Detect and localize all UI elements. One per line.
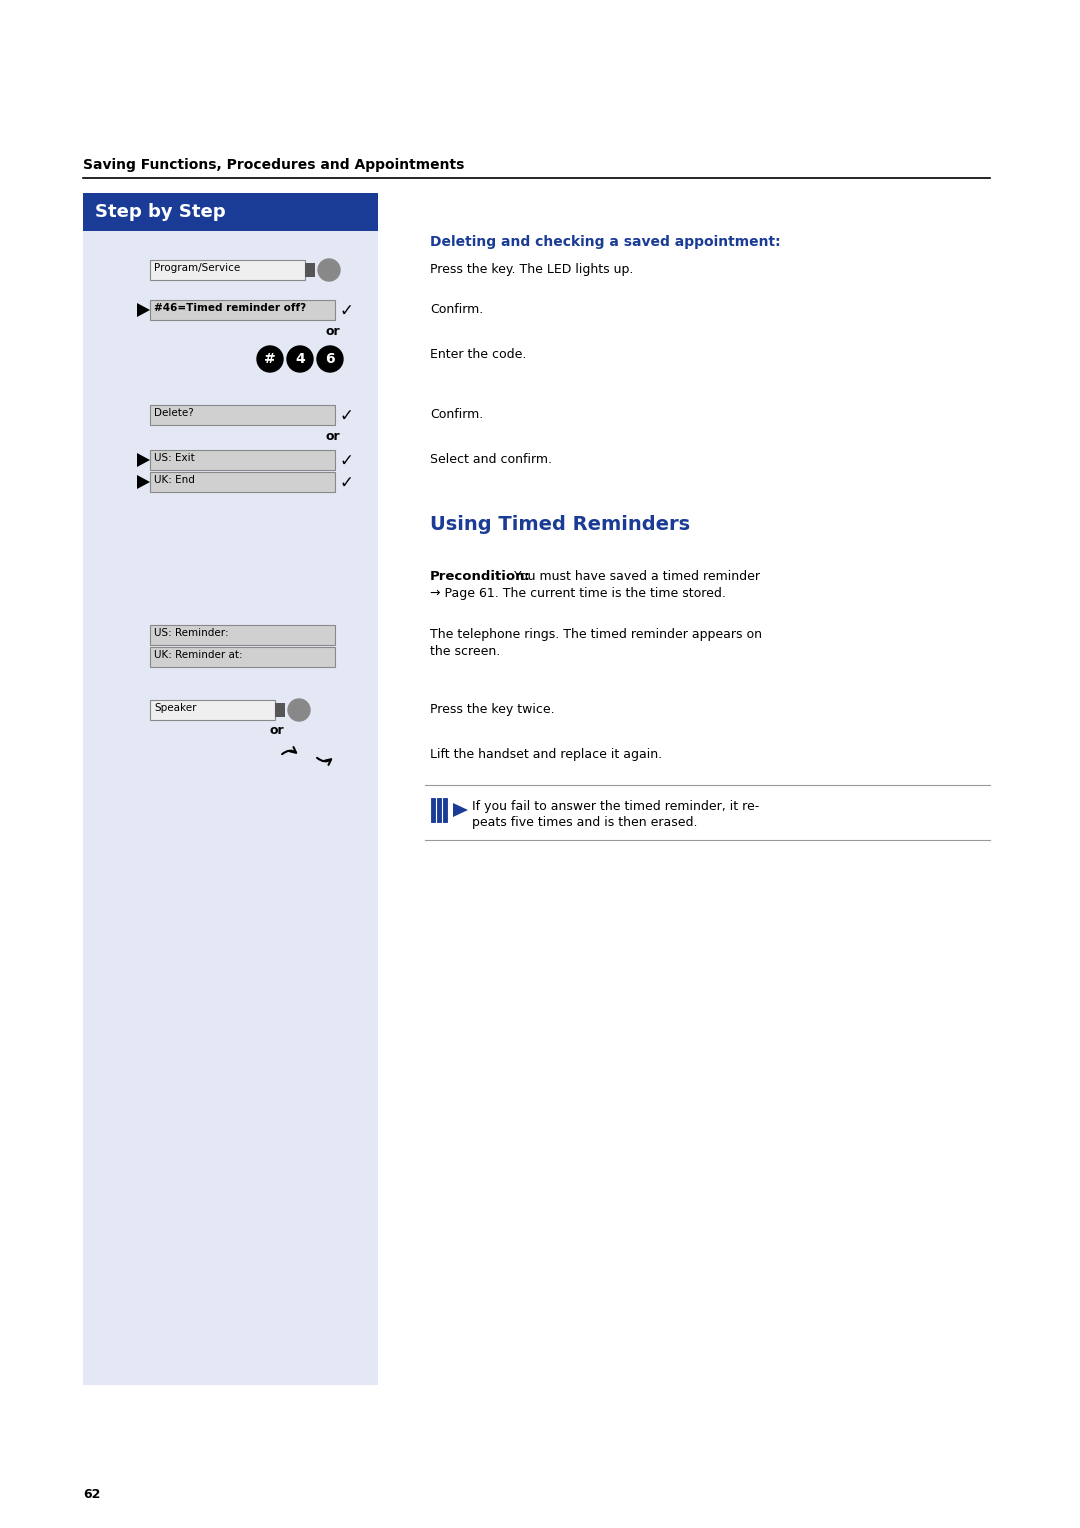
Text: Lift the handset and replace it again.: Lift the handset and replace it again. [430, 749, 662, 761]
Bar [150, 260, 305, 280]
Bar [305, 263, 315, 277]
Polygon shape [137, 475, 150, 489]
Text: ✓: ✓ [339, 452, 353, 471]
Text: You must have saved a timed reminder: You must have saved a timed reminder [514, 570, 760, 584]
Text: or: or [325, 429, 339, 443]
Circle shape [318, 260, 340, 281]
Text: #46=Timed reminder off?: #46=Timed reminder off? [154, 303, 306, 313]
Text: Deleting and checking a saved appointment:: Deleting and checking a saved appointmen… [430, 235, 781, 249]
Text: Press the key. The LED lights up.: Press the key. The LED lights up. [430, 263, 633, 277]
Circle shape [257, 345, 283, 371]
Bar [150, 700, 275, 720]
Text: 4: 4 [295, 351, 305, 367]
Text: Confirm.: Confirm. [430, 303, 483, 316]
Text: 62: 62 [83, 1488, 100, 1500]
Text: Using Timed Reminders: Using Timed Reminders [430, 515, 690, 533]
Text: Program/Service: Program/Service [154, 263, 240, 274]
Text: Delete?: Delete? [154, 408, 193, 419]
Text: Confirm.: Confirm. [430, 408, 483, 422]
Text: Step by Step: Step by Step [95, 203, 226, 222]
Text: US: Exit: US: Exit [154, 452, 194, 463]
Text: ✓: ✓ [339, 474, 353, 492]
Text: The telephone rings. The timed reminder appears on: The telephone rings. The timed reminder … [430, 628, 762, 642]
Text: UK: Reminder at:: UK: Reminder at: [154, 649, 243, 660]
Text: or: or [270, 724, 285, 736]
Text: or: or [325, 325, 339, 338]
Text: UK: End: UK: End [154, 475, 194, 484]
Bar [150, 405, 335, 425]
Text: Enter the code.: Enter the code. [430, 348, 526, 361]
Text: → Page 61. The current time is the time stored.: → Page 61. The current time is the time … [430, 587, 726, 601]
Text: peats five times and is then erased.: peats five times and is then erased. [472, 816, 698, 830]
Bar [150, 299, 335, 319]
Bar [150, 451, 335, 471]
Text: If you fail to answer the timed reminder, it re-: If you fail to answer the timed reminder… [472, 801, 759, 813]
Text: Speaker: Speaker [154, 703, 197, 714]
Polygon shape [453, 804, 468, 817]
Polygon shape [137, 303, 150, 316]
Text: #: # [265, 351, 275, 367]
Polygon shape [137, 452, 150, 468]
Bar [150, 646, 335, 668]
Bar [150, 472, 335, 492]
Bar [275, 703, 285, 717]
Circle shape [318, 345, 343, 371]
Text: Precondition:: Precondition: [430, 570, 531, 584]
Text: Press the key twice.: Press the key twice. [430, 703, 555, 717]
Bar [83, 193, 378, 231]
Bar [83, 231, 378, 1384]
Text: Select and confirm.: Select and confirm. [430, 452, 552, 466]
Circle shape [288, 698, 310, 721]
Text: ✓: ✓ [339, 406, 353, 425]
Text: 6: 6 [325, 351, 335, 367]
Text: Saving Functions, Procedures and Appointments: Saving Functions, Procedures and Appoint… [83, 157, 464, 173]
Circle shape [287, 345, 313, 371]
Bar [150, 625, 335, 645]
Text: ✓: ✓ [339, 303, 353, 319]
Text: the screen.: the screen. [430, 645, 500, 659]
Text: US: Reminder:: US: Reminder: [154, 628, 229, 639]
